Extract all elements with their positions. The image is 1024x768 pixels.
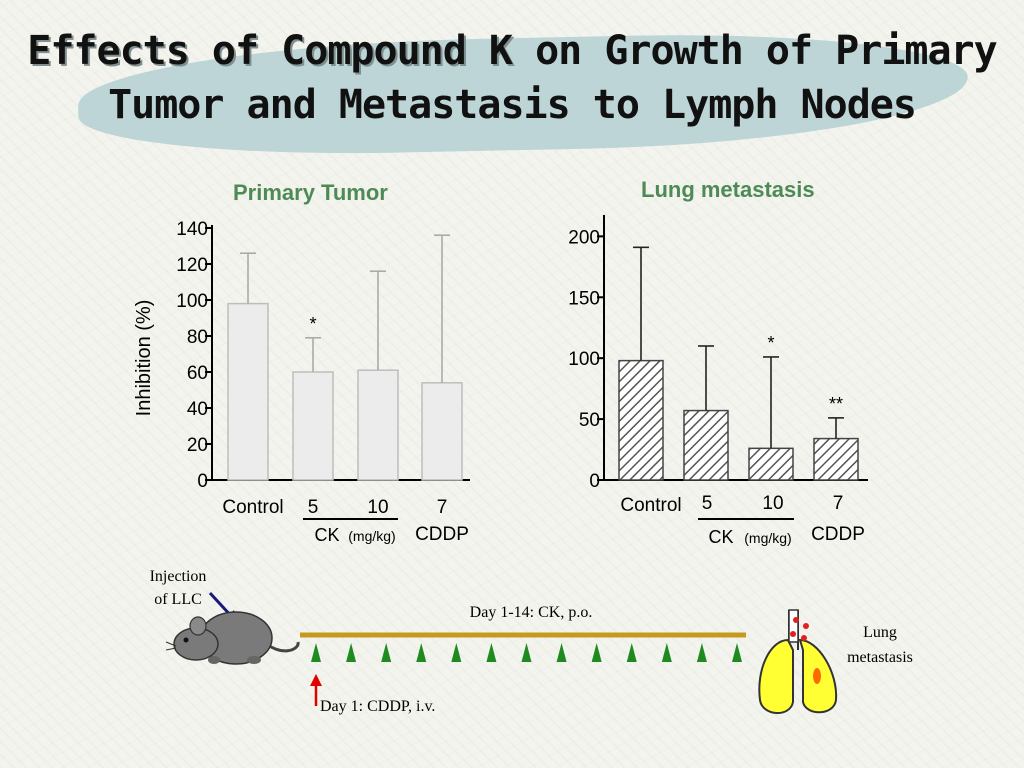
dose-marker [591,643,602,662]
cddp-arrow-head [310,674,322,686]
primary-tumor-chart: 0 20 40 60 80 100 120 140 * Inhibition (%) Cont… [133,219,470,545]
lung-metastasis-title: Lung metastasis [641,177,815,202]
lung-label: metastasis [847,649,913,666]
y-tick-label: 40 [187,399,208,420]
lungs-icon [758,609,838,714]
dose-marker [346,643,357,662]
bar [748,447,794,481]
x-tick-label: 7 [437,497,448,518]
dose-marker [451,643,462,662]
x-tick-label: 5 [702,493,713,514]
significance-marker: ** [829,394,843,414]
title-line-2: Tumor and Metastasis to Lymph Nodes [108,82,917,128]
unit-label: (mg/kg) [744,530,791,546]
dose-marker [556,643,567,662]
page-title: Effects of Compound K on Growth of Prima… [0,24,1024,132]
y-tick-label: 0 [197,471,208,492]
dose-marker [661,643,672,662]
title-compound: Effects of Compound K [27,28,513,74]
significance-marker: * [309,314,316,334]
x-tick-label: 10 [762,493,783,514]
bar [618,359,664,481]
bar [421,382,463,481]
y-tick-label: 80 [187,327,208,348]
x-tick-label: Control [620,495,681,516]
x-tick-label: 7 [833,493,844,514]
lung-label: Lung [863,624,897,641]
bar [683,409,729,481]
cddp-schedule-label: Day 1: CDDP, i.v. [320,698,435,715]
cddp-label: CDDP [415,524,469,545]
bar [357,369,399,481]
y-tick-label: 100 [568,349,600,370]
dose-marker [381,643,392,662]
bar [813,437,859,481]
y-tick-label: 150 [568,288,600,309]
x-tick-label: 10 [367,497,388,518]
mouse-icon [165,611,300,665]
dose-marker [416,643,427,662]
primary-tumor-title: Primary Tumor [233,180,388,205]
significance-marker: * [767,333,774,353]
y-tick-label: 140 [176,219,208,240]
x-tick-label: Control [222,497,283,518]
treatment-schedule: Injection of LLC Day 1-14: CK, p.o. Day … [150,568,913,715]
y-tick-label: 50 [579,410,600,431]
cddp-label: CDDP [811,524,865,545]
dose-marker [486,643,497,662]
ck-schedule-label: Day 1-14: CK, p.o. [470,604,593,621]
unit-label: (mg/kg) [348,528,395,544]
dose-marker [626,643,637,662]
dose-marker [311,643,321,662]
y-tick-label: 200 [568,227,600,248]
y-tick-label: 0 [589,471,600,492]
y-tick-label: 100 [176,291,208,312]
y-tick-label: 20 [187,435,208,456]
injection-label: Injection [150,568,207,585]
y-tick-label: 120 [176,255,208,276]
y-axis-label: Inhibition (%) [133,300,155,417]
ck-label: CK [708,527,733,547]
injection-label: of LLC [154,591,202,608]
x-tick-label: 5 [308,497,319,518]
dose-marker [732,643,742,662]
dose-marker [521,643,532,662]
bar [227,302,269,481]
title-rest: on Growth of Primary [512,28,998,74]
bar [292,371,334,481]
dose-marker [696,643,707,662]
ck-label: CK [314,525,339,545]
y-tick-label: 60 [187,363,208,384]
